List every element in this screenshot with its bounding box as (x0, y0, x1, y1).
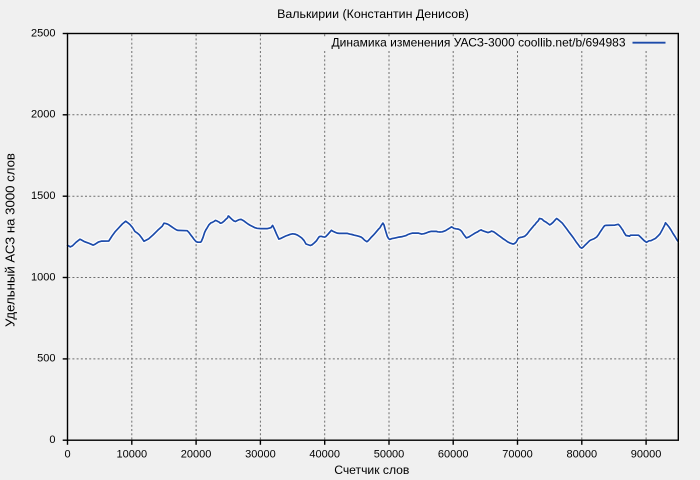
svg-text:30000: 30000 (245, 449, 276, 461)
svg-text:1000: 1000 (31, 271, 55, 283)
svg-text:40000: 40000 (309, 449, 340, 461)
svg-text:Счетчик слов: Счетчик слов (334, 463, 409, 477)
svg-text:2000: 2000 (31, 109, 55, 121)
svg-text:0: 0 (64, 449, 70, 461)
svg-text:500: 500 (37, 353, 55, 365)
svg-text:20000: 20000 (181, 449, 212, 461)
svg-text:80000: 80000 (567, 449, 598, 461)
svg-text:2500: 2500 (31, 27, 55, 39)
svg-text:Валькирии (Константин Денисов): Валькирии (Константин Денисов) (277, 7, 469, 21)
svg-text:90000: 90000 (631, 449, 662, 461)
svg-text:1500: 1500 (31, 190, 55, 202)
svg-text:70000: 70000 (502, 449, 533, 461)
svg-text:Удельный АСЗ на 3000 слов: Удельный АСЗ на 3000 слов (3, 153, 18, 327)
svg-text:60000: 60000 (438, 449, 469, 461)
svg-text:0: 0 (49, 434, 55, 446)
svg-text:10000: 10000 (117, 449, 148, 461)
svg-text:50000: 50000 (374, 449, 405, 461)
svg-text:Динамика изменения УАСЗ-3000 c: Динамика изменения УАСЗ-3000 coollib.net… (332, 36, 626, 50)
